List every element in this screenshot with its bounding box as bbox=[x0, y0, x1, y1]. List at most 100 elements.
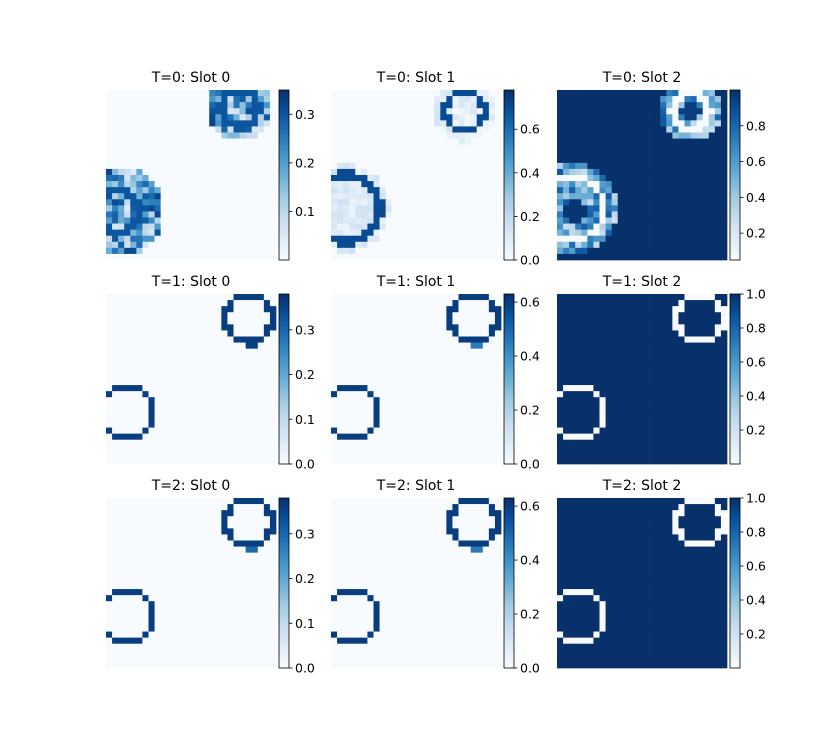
heatmap-cell bbox=[257, 126, 265, 133]
heatmap-cell bbox=[221, 330, 228, 337]
heatmap-cell bbox=[672, 199, 679, 206]
heatmap-cell bbox=[660, 306, 667, 313]
heatmap-cell bbox=[452, 181, 459, 188]
heatmap-cell bbox=[178, 241, 186, 249]
heatmap-cell bbox=[343, 391, 350, 398]
heatmap-cell bbox=[251, 229, 259, 237]
heatmap-cell bbox=[233, 306, 240, 313]
heatmap-cell bbox=[233, 168, 240, 176]
heatmap-cell bbox=[714, 366, 722, 374]
heatmap-cell bbox=[702, 397, 710, 404]
heatmap-cell bbox=[446, 193, 453, 200]
heatmap-cell bbox=[142, 235, 149, 243]
heatmap-cell bbox=[227, 168, 234, 176]
heatmap-cell bbox=[355, 132, 362, 139]
heatmap-cell bbox=[635, 372, 643, 380]
heatmap-cell bbox=[488, 294, 496, 301]
heatmap-cell bbox=[337, 150, 344, 158]
heatmap-cell bbox=[642, 144, 649, 152]
heatmap-cell bbox=[714, 294, 722, 301]
heatmap-cell bbox=[245, 451, 253, 459]
heatmap-cell bbox=[221, 324, 228, 331]
heatmap-cell bbox=[403, 199, 411, 206]
heatmap-cell bbox=[635, 439, 643, 447]
heatmap-cell bbox=[684, 433, 691, 441]
heatmap-cell bbox=[720, 120, 728, 127]
heatmap-cell bbox=[343, 457, 350, 465]
heatmap-cell bbox=[367, 415, 374, 422]
heatmap-cell bbox=[373, 354, 380, 362]
heatmap-cell bbox=[605, 354, 612, 362]
heatmap-cell bbox=[349, 241, 356, 249]
heatmap-cell bbox=[331, 229, 338, 237]
heatmap-cell bbox=[494, 156, 502, 164]
heatmap-cell bbox=[367, 235, 374, 243]
heatmap-cell bbox=[660, 427, 667, 434]
heatmap-cell bbox=[142, 504, 149, 511]
heatmap-cell bbox=[720, 433, 728, 441]
heatmap-cell bbox=[245, 391, 253, 398]
heatmap-cell bbox=[617, 193, 625, 200]
heatmap-cell bbox=[367, 330, 374, 337]
heatmap-cell bbox=[629, 114, 637, 121]
heatmap-cell bbox=[720, 324, 728, 331]
heatmap-cell bbox=[355, 330, 362, 337]
heatmap-cell bbox=[203, 193, 210, 200]
heatmap-cell bbox=[215, 324, 222, 331]
heatmap-cell bbox=[197, 312, 204, 319]
heatmap-cell bbox=[178, 162, 186, 170]
heatmap-cell bbox=[263, 96, 271, 103]
heatmap-cell bbox=[702, 312, 710, 319]
heatmap-cell bbox=[239, 193, 246, 200]
heatmap-cell bbox=[239, 522, 246, 529]
heatmap-cell bbox=[569, 415, 576, 422]
heatmap-cell bbox=[446, 433, 453, 441]
heatmap-cell bbox=[257, 427, 265, 434]
heatmap-cell bbox=[648, 162, 655, 170]
heatmap-cell bbox=[569, 211, 576, 218]
heatmap-cell bbox=[470, 391, 478, 398]
heatmap-cell bbox=[678, 457, 685, 465]
heatmap-cell bbox=[575, 451, 582, 459]
heatmap-cell bbox=[385, 235, 393, 243]
heatmap-cell bbox=[142, 126, 149, 133]
heatmap-cell bbox=[581, 391, 588, 398]
heatmap-cell bbox=[154, 120, 161, 127]
heatmap-cell bbox=[409, 348, 417, 356]
heatmap-cell bbox=[337, 181, 344, 188]
heatmap-cell bbox=[233, 312, 240, 319]
heatmap-cell bbox=[331, 108, 338, 115]
heatmap-cell bbox=[403, 253, 411, 261]
heatmap-cell bbox=[488, 300, 496, 307]
heatmap-cell bbox=[575, 193, 582, 200]
heatmap-cell bbox=[446, 324, 453, 331]
heatmap-cell bbox=[660, 342, 667, 349]
heatmap-cell bbox=[124, 534, 131, 541]
heatmap-cell bbox=[416, 187, 423, 194]
heatmap-cell bbox=[263, 187, 271, 194]
heatmap-cell bbox=[642, 342, 649, 349]
heatmap-cell bbox=[557, 372, 564, 380]
heatmap-cell bbox=[385, 294, 393, 301]
heatmap-cell bbox=[409, 421, 417, 428]
heatmap-cell bbox=[154, 457, 161, 465]
heatmap-cell bbox=[361, 360, 368, 368]
heatmap-cell bbox=[331, 379, 338, 386]
heatmap-cell bbox=[575, 403, 582, 410]
heatmap-cell bbox=[191, 211, 198, 218]
heatmap-cell bbox=[599, 205, 606, 212]
heatmap-cell bbox=[623, 427, 631, 434]
heatmap-cell bbox=[494, 421, 502, 428]
heatmap-cell bbox=[678, 306, 685, 313]
heatmap-cell bbox=[623, 108, 631, 115]
heatmap-cell bbox=[191, 193, 198, 200]
heatmap-cell bbox=[349, 235, 356, 243]
heatmap-cell bbox=[106, 132, 113, 139]
heatmap-cell bbox=[629, 126, 637, 133]
heatmap-cell bbox=[203, 336, 210, 343]
heatmap-cell bbox=[666, 235, 673, 243]
heatmap-cell bbox=[239, 120, 246, 127]
heatmap-cell bbox=[593, 229, 600, 237]
heatmap-cell bbox=[403, 415, 411, 422]
heatmap-cell bbox=[708, 205, 716, 212]
